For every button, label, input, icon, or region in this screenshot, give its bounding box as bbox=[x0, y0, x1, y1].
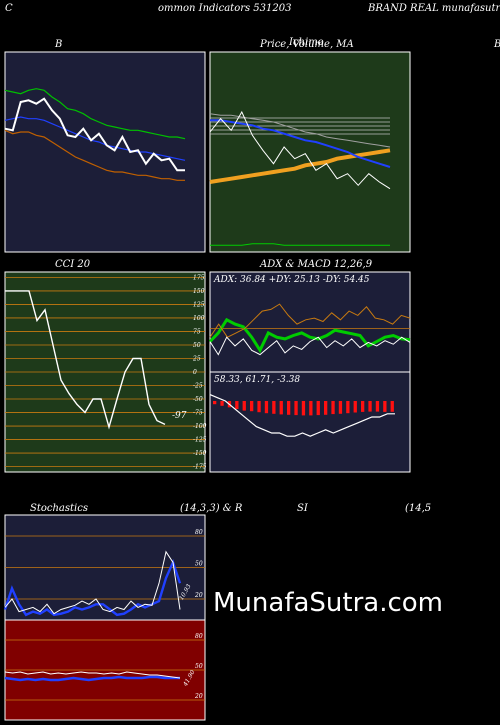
macd-histogram-bar bbox=[257, 401, 261, 413]
cci-tick-label: -75 bbox=[193, 410, 203, 417]
macd-histogram-bar bbox=[294, 401, 298, 416]
watermark: MunafaSutra.com bbox=[213, 588, 444, 618]
macd-histogram-bar bbox=[279, 401, 283, 415]
cci-tick-label: 50 bbox=[193, 342, 201, 349]
cci-tick-label: -175 bbox=[193, 464, 207, 471]
header-left: C bbox=[5, 3, 13, 14]
stoch-tick-label: 50 bbox=[195, 561, 203, 568]
cci-tick-label: 0 bbox=[193, 369, 197, 376]
right-edge-mark: B bbox=[494, 39, 500, 50]
cci-tick-label: 175 bbox=[193, 274, 205, 281]
macd-histogram-bar bbox=[338, 401, 343, 414]
cci-line bbox=[5, 290, 166, 430]
cci-tick-label: 75 bbox=[193, 328, 201, 335]
macd-histogram-bar bbox=[346, 401, 350, 414]
bollinger-series-0 bbox=[4, 88, 186, 140]
rsi-tick-label: 20 bbox=[194, 693, 203, 700]
macd-histogram-bar bbox=[383, 401, 387, 412]
cci-tick-label: 125 bbox=[193, 301, 205, 308]
rsi-white-line bbox=[4, 671, 181, 679]
bollinger-series-2 bbox=[4, 129, 185, 181]
macd-histogram-bar bbox=[235, 401, 239, 409]
bollinger-panel bbox=[4, 51, 206, 253]
stoch-tick-label: 20 bbox=[194, 592, 203, 599]
macd-histogram-bar bbox=[250, 401, 254, 412]
macd-histogram-bar bbox=[264, 401, 269, 414]
adx-panel bbox=[209, 271, 411, 373]
header-title: ommon Indicators 531203 bbox=[158, 3, 292, 14]
cci-tick-label: -125 bbox=[193, 437, 207, 444]
cci-tick-label: 100 bbox=[193, 315, 205, 322]
price-ma-series-3 bbox=[209, 110, 391, 190]
price-ma-series-1 bbox=[210, 119, 391, 168]
bollinger-series-3 bbox=[4, 97, 185, 172]
adx-readout: ADX: 36.84 +DY: 25.13 -DY: 54.45 bbox=[214, 275, 370, 285]
stoch-white-line bbox=[4, 550, 181, 615]
macd-line bbox=[209, 394, 395, 437]
cci-tick-label: -100 bbox=[193, 423, 207, 430]
adx-series-2 bbox=[209, 336, 411, 356]
adx-series-1 bbox=[209, 303, 411, 338]
stoch-title-2: (14,3,3) & R bbox=[180, 503, 243, 514]
macd-histogram-bar bbox=[324, 401, 328, 415]
macd-histogram-bar bbox=[301, 401, 306, 416]
price-ma-series-2 bbox=[209, 113, 391, 148]
cci-tick-label: -50 bbox=[193, 396, 203, 403]
macd-histogram-bar bbox=[368, 401, 372, 412]
cci-tick-label: -25 bbox=[193, 383, 203, 390]
macd-histogram-bar bbox=[220, 401, 224, 406]
macd-histogram-bar bbox=[287, 401, 291, 415]
macd-histogram-bar bbox=[361, 401, 365, 412]
rsi-tick-label: 80 bbox=[195, 633, 203, 640]
macd-histogram-bar bbox=[375, 401, 380, 412]
cci-last-label: -97 bbox=[172, 411, 187, 421]
cci-tick-label: -150 bbox=[193, 450, 207, 457]
header-site: BRAND REAL munafasutra.in bbox=[368, 3, 500, 14]
adx-series-0 bbox=[208, 317, 411, 354]
macd-histogram-bar bbox=[316, 401, 320, 416]
stoch-title-1: Stochastics bbox=[30, 503, 88, 514]
stoch-title-3: SI bbox=[297, 503, 308, 514]
cci-title: CCI 20 bbox=[55, 259, 91, 270]
macd-histogram-bar bbox=[242, 401, 246, 411]
price-ma-series-0 bbox=[209, 148, 391, 184]
rsi-tick-label: 50 bbox=[195, 663, 203, 670]
macd-histogram-bar bbox=[390, 401, 394, 412]
stoch-title-4: (14,5 bbox=[405, 503, 432, 514]
price-ma-title: Price, Volume, MA bbox=[260, 39, 354, 50]
macd-histogram-bar bbox=[331, 401, 335, 415]
bollinger-title: B bbox=[55, 39, 63, 50]
macd-histogram-bar bbox=[272, 401, 276, 414]
price-ma-series-4 bbox=[210, 243, 390, 246]
macd-readout: 58.33, 61.71, -3.38 bbox=[214, 375, 301, 385]
stoch-tick-label: 80 bbox=[195, 529, 203, 536]
macd-histogram-bar bbox=[309, 401, 313, 416]
cci-tick-label: 150 bbox=[193, 288, 205, 295]
macd-histogram-bar bbox=[213, 401, 217, 405]
adx-macd-title: ADX & MACD 12,26,9 bbox=[260, 259, 373, 270]
macd-panel bbox=[209, 371, 411, 473]
cci-tick-label: 25 bbox=[192, 355, 201, 362]
ichimoku-overlap-title: Ichimo bbox=[289, 37, 324, 48]
macd-histogram-bar bbox=[353, 401, 357, 413]
rsi-blue-line bbox=[4, 675, 180, 682]
